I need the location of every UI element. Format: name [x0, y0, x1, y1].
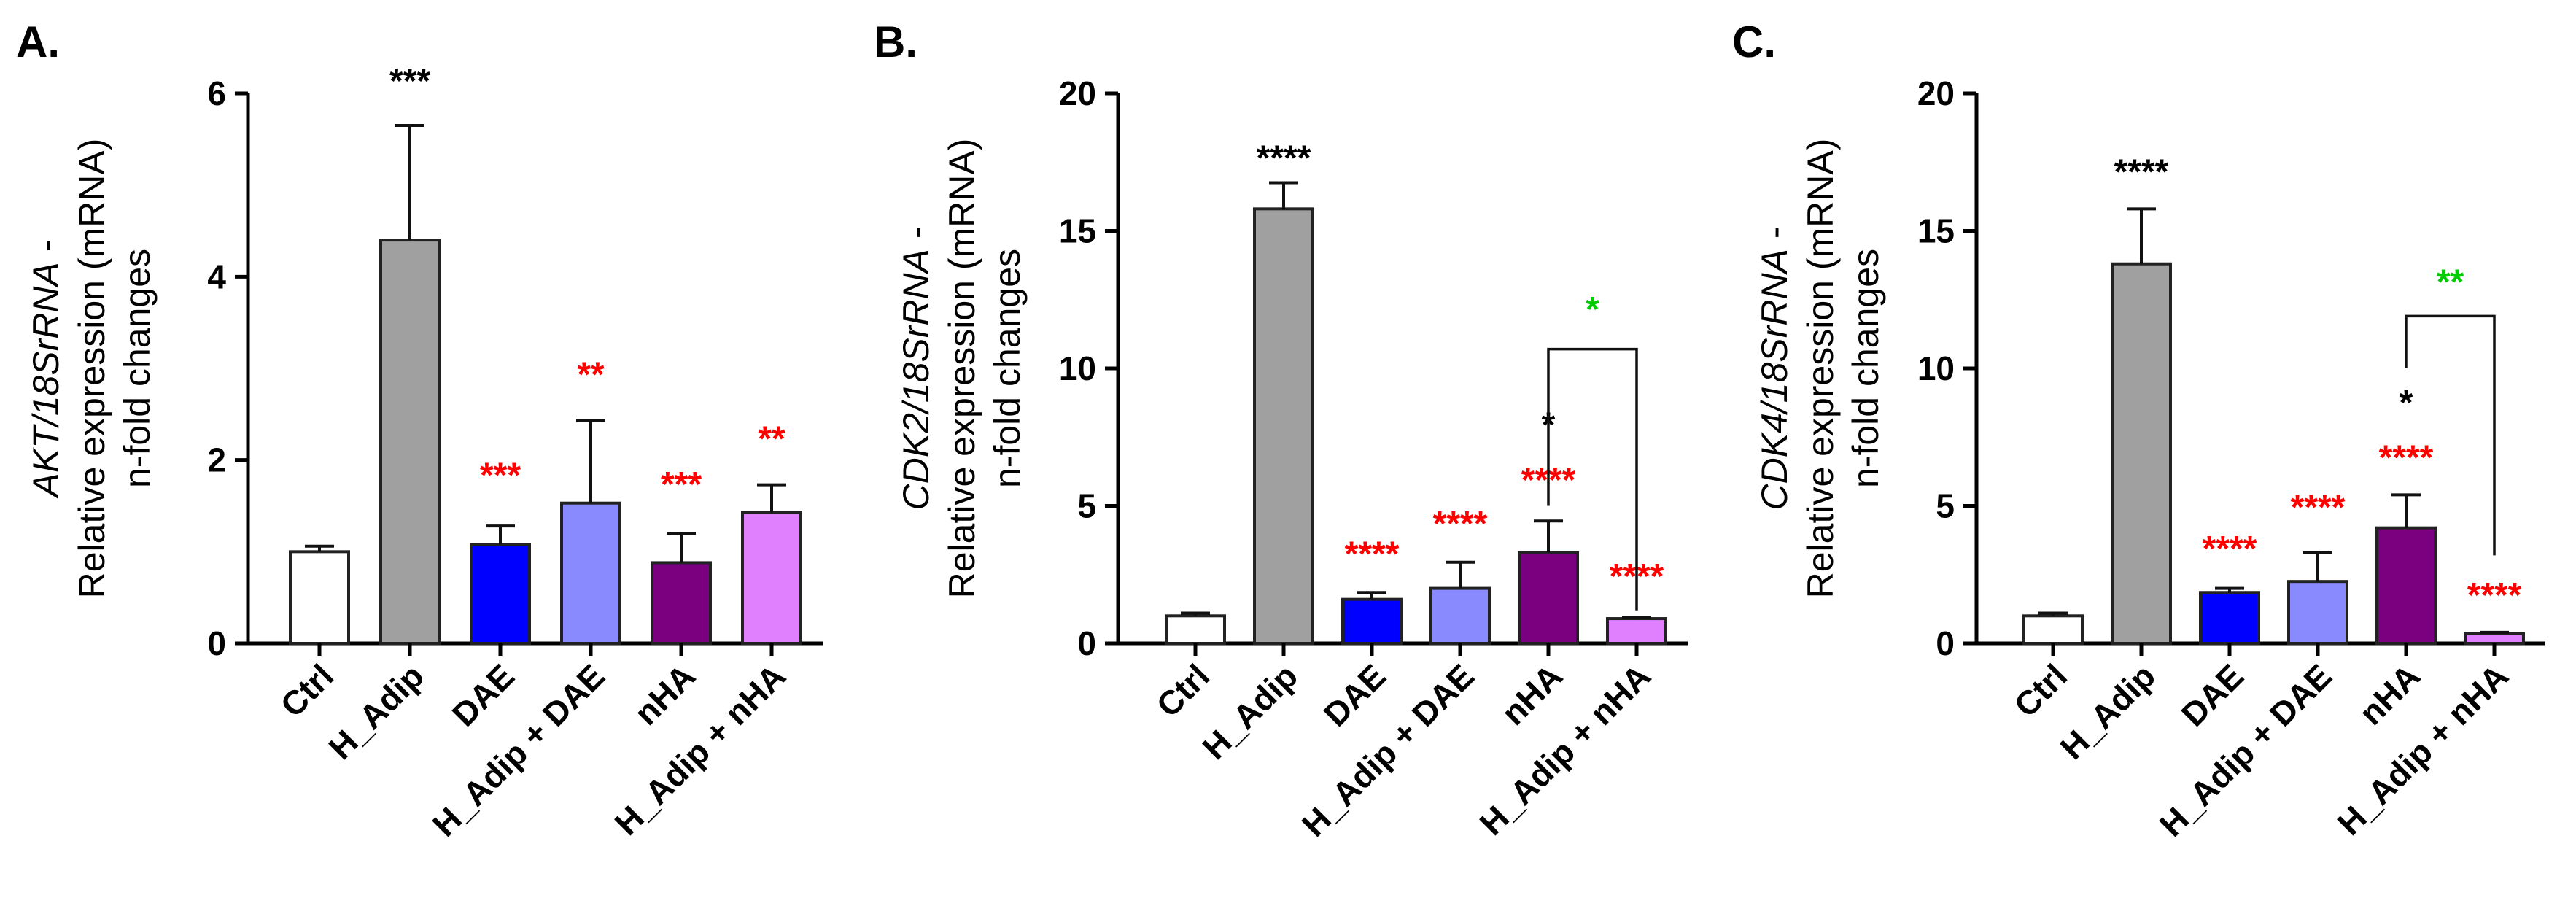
bar-nha	[2375, 526, 2437, 645]
bar-h-adip-nha	[2464, 632, 2525, 645]
y-axis-label-line3: n-fold changes	[1845, 249, 1886, 488]
y-tick-label: 20	[1059, 74, 1096, 112]
chart-panel-2: B. CDK2/18SrRNA - Relative expression (mRN…	[874, 18, 1688, 844]
significance-marker: ****	[1345, 535, 1400, 574]
y-axis-label-dash: -	[1754, 227, 1795, 249]
y-axis-label-gene-name: AKT/18SrRNA	[26, 262, 66, 499]
y-axis-label-line3: n-fold changes	[987, 249, 1028, 488]
bracket-significance-marker: *	[1586, 290, 1599, 329]
y-tick-label: 2	[207, 441, 226, 479]
y-tick-label: 15	[1059, 212, 1096, 250]
significance-marker: ****	[1257, 139, 1311, 178]
bar-ctrl	[2022, 614, 2084, 645]
significance-marker: ****	[2467, 576, 2522, 615]
y-tick-label: 20	[1917, 74, 1955, 112]
significance-marker: **	[577, 355, 605, 394]
y-axis-label: CDK2/18SrRNA - Relative expression (mRNA)…	[896, 139, 1028, 599]
bar-h-adip-nha	[1606, 617, 1667, 646]
x-tick-label: DAE	[1316, 656, 1393, 733]
y-axis-label-gene-name: CDK2/18SrRNA	[896, 249, 936, 510]
bar-nha	[1518, 551, 1579, 646]
y-tick-label: 0	[1936, 624, 1955, 662]
comparison-bracket	[1547, 347, 1638, 611]
x-tick-label: Ctrl	[2006, 656, 2074, 724]
significance-marker: ****	[2114, 153, 2169, 192]
bar-nha	[651, 561, 712, 645]
y-tick-label: 5	[1077, 487, 1096, 525]
x-tick-label: nHA	[626, 656, 702, 732]
comparison-bracket	[2405, 314, 2496, 556]
x-tick-label: Ctrl	[273, 656, 341, 724]
y-tick-label: 5	[1936, 487, 1955, 525]
bar-h-adip	[379, 239, 441, 646]
bar-h-adip-dae	[560, 501, 621, 645]
bar-dae	[470, 543, 531, 646]
x-tick-label: H_Adip	[321, 656, 431, 767]
significance-marker: ****	[1433, 505, 1488, 543]
x-tick-label: H_Adip	[1195, 656, 1305, 767]
y-tick-label: 0	[207, 624, 226, 662]
y-axis-label-line2: Relative expression (mRNA)	[1800, 139, 1841, 599]
y-tick-label: 0	[1077, 624, 1096, 662]
x-tick-label: DAE	[2174, 656, 2251, 733]
bar-ctrl	[1165, 614, 1226, 645]
bracket-significance-marker: **	[2437, 263, 2464, 301]
bar-h-adip	[2111, 262, 2172, 645]
x-tick-label: H_Adip	[2052, 656, 2162, 767]
significance-marker: ***	[389, 62, 430, 101]
significance-marker: ****	[2291, 489, 2346, 527]
y-axis-label-line2: Relative expression (mRNA)	[942, 139, 982, 599]
chart-panel-3: C. CDK4/18SrRNA - Relative expression (mRN…	[1732, 18, 2545, 844]
y-tick-label: 10	[1917, 349, 1955, 387]
bar-dae	[1341, 597, 1403, 645]
panel-letter: B.	[874, 18, 917, 66]
bar-ctrl	[289, 550, 350, 645]
panel-letter: C.	[1732, 18, 1776, 66]
y-axis-label-gene-name: CDK4/18SrRNA	[1754, 249, 1795, 510]
bar-h-adip	[1253, 207, 1314, 645]
significance-marker: *	[2400, 384, 2413, 422]
y-tick-label: 6	[207, 74, 226, 112]
significance-marker: **	[758, 419, 785, 458]
bar-h-adip-nha	[741, 511, 802, 646]
y-axis-label-gene: CDK2/18SrRNA -	[896, 227, 936, 511]
bar-h-adip-dae	[1429, 586, 1491, 645]
x-tick-label: nHA	[2351, 656, 2427, 732]
significance-marker: ****	[2379, 439, 2434, 478]
y-axis-label-gene: AKT/18SrRNA -	[26, 240, 66, 500]
y-axis-label-line3: n-fold changes	[117, 249, 158, 488]
x-tick-label: Ctrl	[1149, 656, 1217, 724]
y-axis-label-dash: -	[26, 240, 66, 263]
bar-dae	[2199, 591, 2260, 646]
significance-marker: ***	[661, 465, 702, 504]
y-tick-label: 4	[207, 257, 226, 295]
x-tick-label: DAE	[445, 656, 521, 733]
bar-h-adip-dae	[2287, 580, 2348, 645]
y-axis-label: CDK4/18SrRNA - Relative expression (mRNA)…	[1754, 139, 1886, 599]
y-axis-label-gene: CDK4/18SrRNA -	[1754, 227, 1795, 511]
chart-panel-1: A. AKT/18SrRNA - Relative expression (mRNA…	[16, 18, 823, 844]
y-axis-label-line2: Relative expression (mRNA)	[71, 139, 112, 599]
x-tick-label: nHA	[1494, 656, 1570, 732]
significance-marker: ***	[480, 457, 521, 495]
y-tick-label: 15	[1917, 212, 1955, 250]
y-tick-label: 10	[1059, 349, 1096, 387]
y-axis-label: AKT/18SrRNA - Relative expression (mRNA) n…	[26, 139, 158, 599]
panel-letter: A.	[16, 18, 60, 66]
significance-marker: ****	[2203, 530, 2257, 568]
y-axis-label-dash: -	[896, 227, 936, 249]
